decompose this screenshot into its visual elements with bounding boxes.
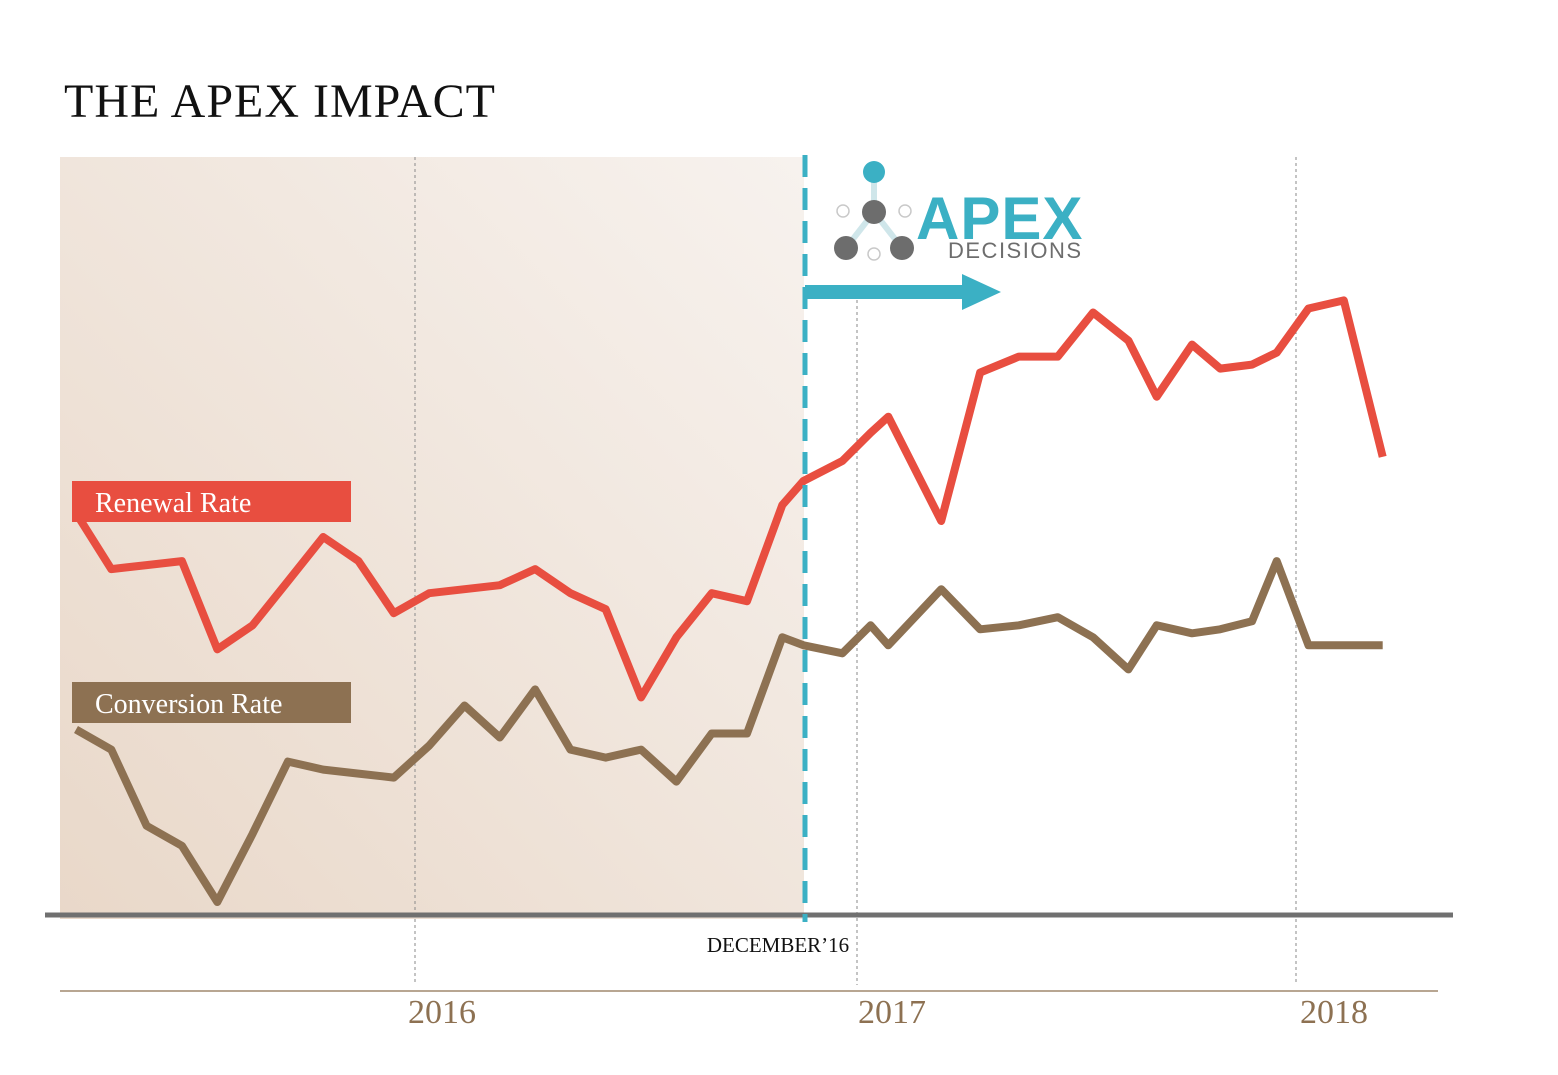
renewal-rate-line — [72, 296, 1387, 702]
legend-renewal-label: Renewal Rate — [95, 488, 251, 519]
legend-conversion-swatch — [72, 682, 351, 723]
logo-brand-text: APEX — [916, 185, 1083, 252]
apex-decisions-logo: APEX DECISIONS — [834, 161, 1083, 263]
x-tick-label-2018: 2018 — [1300, 994, 1368, 1031]
chart-title: THE APEX IMPACT — [64, 75, 496, 128]
logo-tagline-text: DECISIONS — [948, 238, 1083, 263]
conversion-rate-line — [74, 557, 1383, 906]
legend-conversion-rate: Conversion Rate — [72, 682, 351, 723]
december-marker-label: DECEMBER’16 — [707, 933, 849, 957]
forward-arrow — [805, 274, 1001, 310]
x-tick-label-2017: 2017 — [858, 994, 926, 1031]
legend-conversion-label: Conversion Rate — [95, 689, 282, 720]
legend-renewal-rate: Renewal Rate — [72, 481, 351, 522]
legend-renewal-swatch — [72, 481, 351, 522]
x-tick-label-2016: 2016 — [408, 994, 476, 1031]
before-shaded-region — [60, 157, 804, 919]
